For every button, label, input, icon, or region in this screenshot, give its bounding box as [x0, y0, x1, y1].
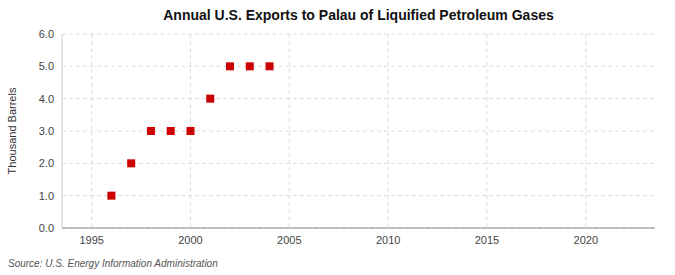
x-grid-line [585, 34, 586, 228]
x-axis-line [62, 228, 655, 229]
point [206, 95, 214, 103]
point [107, 192, 115, 200]
x-tick-label: 1995 [79, 234, 103, 246]
y-tick-label: 3.0 [39, 125, 54, 137]
y-grid-line [62, 66, 655, 67]
point [266, 62, 274, 70]
chart: 0.0 1.0 2.0 3.0 4.0 5.0 6.0 1995 2000 2005 2010 201… [0, 0, 675, 275]
y-axis-label: Thousand Barrels [6, 87, 18, 174]
source-note: Source: U.S. Energy Information Administ… [8, 258, 218, 269]
x-tick-label: 2010 [376, 234, 400, 246]
y-grid-line [62, 195, 655, 196]
y-tick-label: 5.0 [39, 60, 54, 72]
title: Annual U.S. Exports to Palau of Liquifie… [163, 7, 554, 23]
y-tick-label: 1.0 [39, 190, 54, 202]
y-tick-label: 0.0 [39, 222, 54, 234]
point [127, 159, 135, 167]
point [167, 127, 175, 135]
y-axis-line [62, 34, 63, 228]
x-grid-line [289, 34, 290, 228]
y-grid-line [62, 34, 655, 35]
x-tick-label: 2000 [178, 234, 202, 246]
point [246, 62, 254, 70]
x-tick-label: 2005 [277, 234, 301, 246]
y-tick-label: 6.0 [39, 28, 54, 40]
points [107, 62, 273, 199]
y-tick-label: 2.0 [39, 157, 54, 169]
grid [62, 34, 655, 228]
y-tick-label: 4.0 [39, 93, 54, 105]
x-grid-line [91, 34, 92, 228]
point [147, 127, 155, 135]
x-grid-line [486, 34, 487, 228]
point [226, 62, 234, 70]
x-grid-line [388, 34, 389, 228]
x-tick-label: 2015 [475, 234, 499, 246]
x-tick-label: 2020 [574, 234, 598, 246]
y-grid-line [62, 98, 655, 99]
ticks: 0.0 1.0 2.0 3.0 4.0 5.0 6.0 1995 2000 2005 2010 201… [39, 28, 598, 246]
point [186, 127, 194, 135]
y-grid-line [62, 163, 655, 164]
y-grid-line [62, 228, 655, 229]
